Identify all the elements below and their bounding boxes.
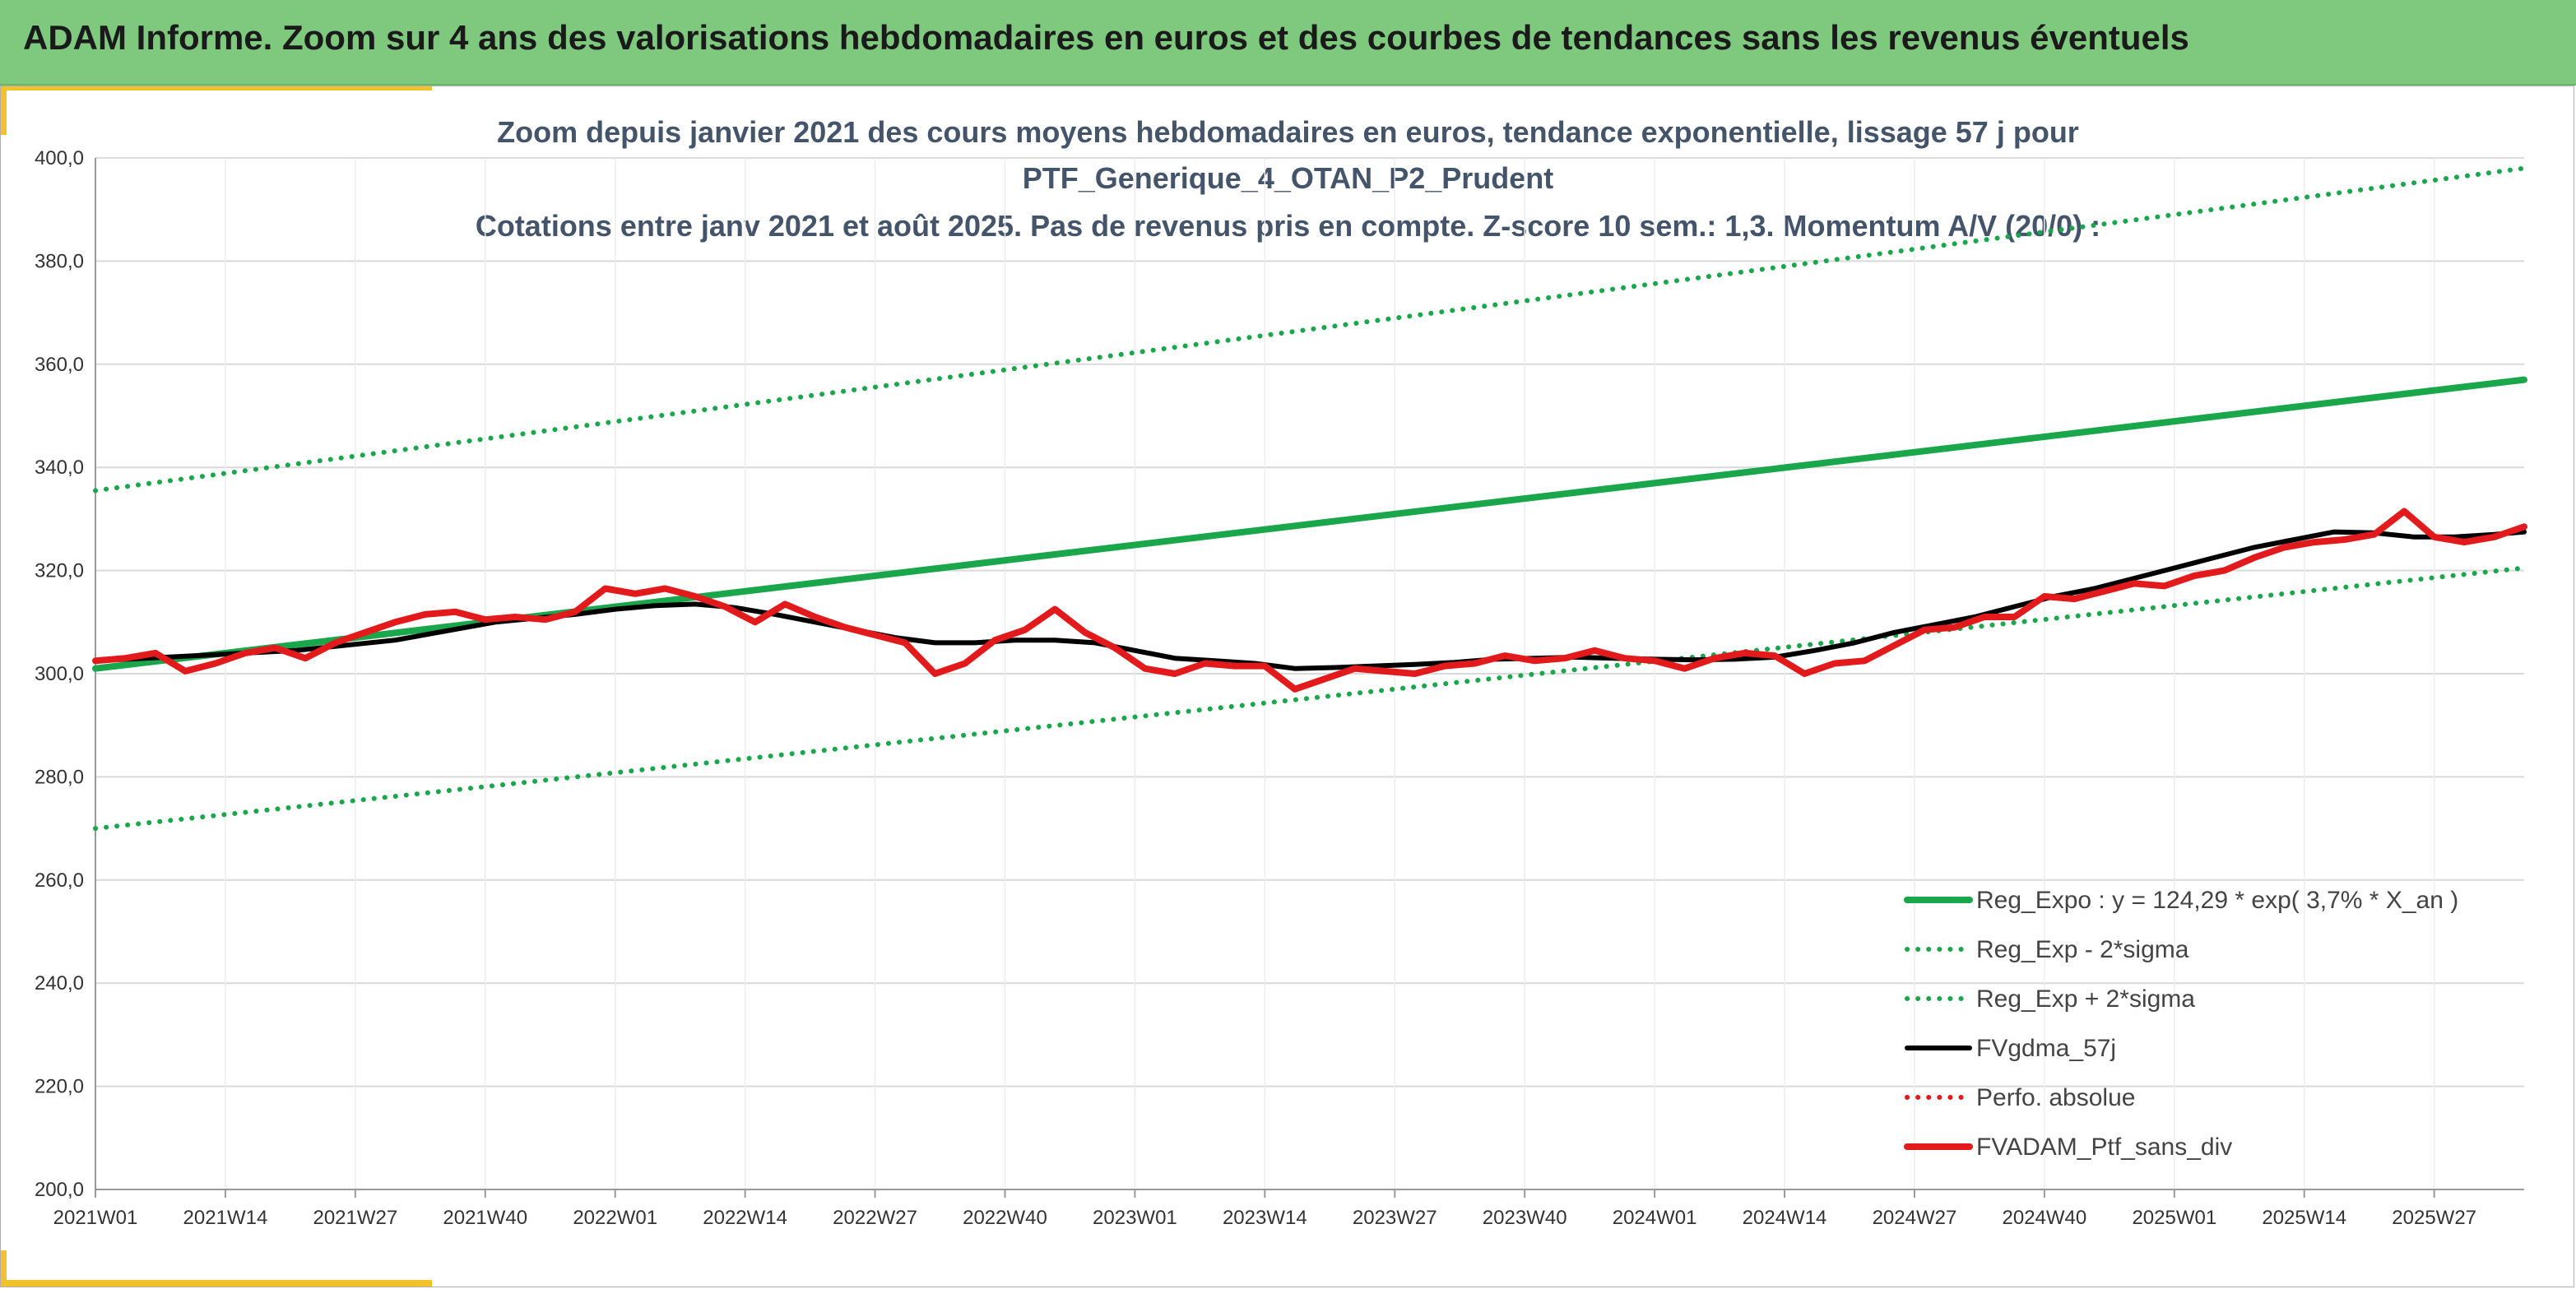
y-tick-label: 260,0	[35, 869, 84, 892]
legend-label: FVADAM_Ptf_sans_div	[1976, 1134, 2232, 1161]
legend-label: Reg_Exp - 2*sigma	[1976, 936, 2189, 963]
series-line-1	[93, 565, 2527, 832]
x-tick-label: 2024W40	[2003, 1207, 2087, 1229]
chart-title-line-3: Cotations entre janv 2021 et août 2025. …	[475, 209, 2101, 243]
legend-label: FVgdma_57j	[1976, 1035, 2116, 1062]
series-line-5	[92, 508, 2527, 693]
header-banner: ADAM Informe. Zoom sur 4 ans des valoris…	[0, 0, 2576, 86]
accent-bar-bottom	[0, 1280, 432, 1287]
y-tick-label: 240,0	[35, 972, 84, 995]
chart-title-line-1: Zoom depuis janvier 2021 des cours moyen…	[497, 115, 2079, 149]
x-tick-label: 2023W27	[1353, 1207, 1437, 1229]
series-line-2	[93, 165, 2527, 494]
x-tick-label: 2021W01	[53, 1207, 138, 1229]
series-line-0	[92, 376, 2527, 672]
chart-frame	[0, 86, 2574, 1287]
x-tick-label: 2023W01	[1093, 1207, 1177, 1229]
accent-bar-left-top	[0, 86, 7, 135]
report-title: ADAM Informe. Zoom sur 4 ans des valoris…	[23, 18, 2189, 57]
y-tick-label: 360,0	[35, 354, 84, 376]
x-tick-label: 2022W27	[833, 1207, 917, 1229]
x-tick-label: 2021W27	[313, 1207, 397, 1229]
accent-bar-left-bottom	[0, 1250, 7, 1287]
x-tick-label: 2025W14	[2262, 1207, 2346, 1229]
x-tick-label: 2025W27	[2392, 1207, 2476, 1229]
y-tick-label: 280,0	[35, 766, 84, 788]
y-tick-label: 300,0	[35, 663, 84, 685]
x-tick-label: 2024W01	[1613, 1207, 1697, 1229]
y-tick-label: 380,0	[35, 250, 84, 272]
legend-label: Reg_Expo : y = 124,29 * exp( 3,7% * X_an…	[1976, 887, 2458, 914]
x-tick-label: 2021W14	[183, 1207, 268, 1229]
x-tick-label: 2024W27	[1873, 1207, 1957, 1229]
y-tick-label: 200,0	[35, 1179, 84, 1201]
x-tick-label: 2022W14	[703, 1207, 787, 1229]
legend-label: Reg_Exp + 2*sigma	[1976, 985, 2195, 1013]
y-tick-label: 340,0	[35, 457, 84, 479]
legend-label: Perfo. absolue	[1976, 1084, 2135, 1111]
x-tick-label: 2024W14	[1743, 1207, 1827, 1229]
x-tick-label: 2023W14	[1223, 1207, 1307, 1229]
x-tick-label: 2022W40	[963, 1207, 1047, 1229]
series-line-3	[93, 529, 2527, 671]
x-tick-label: 2025W01	[2132, 1207, 2216, 1229]
y-tick-label: 400,0	[35, 147, 84, 169]
x-tick-label: 2022W01	[573, 1207, 657, 1229]
x-tick-label: 2021W40	[443, 1207, 527, 1229]
accent-bar-top	[0, 86, 432, 90]
y-tick-label: 220,0	[35, 1076, 84, 1098]
y-tick-label: 320,0	[35, 560, 84, 582]
x-tick-label: 2023W40	[1483, 1207, 1567, 1229]
chart-title-line-2: PTF_Generique_4_OTAN_P2_Prudent	[1022, 161, 1554, 195]
